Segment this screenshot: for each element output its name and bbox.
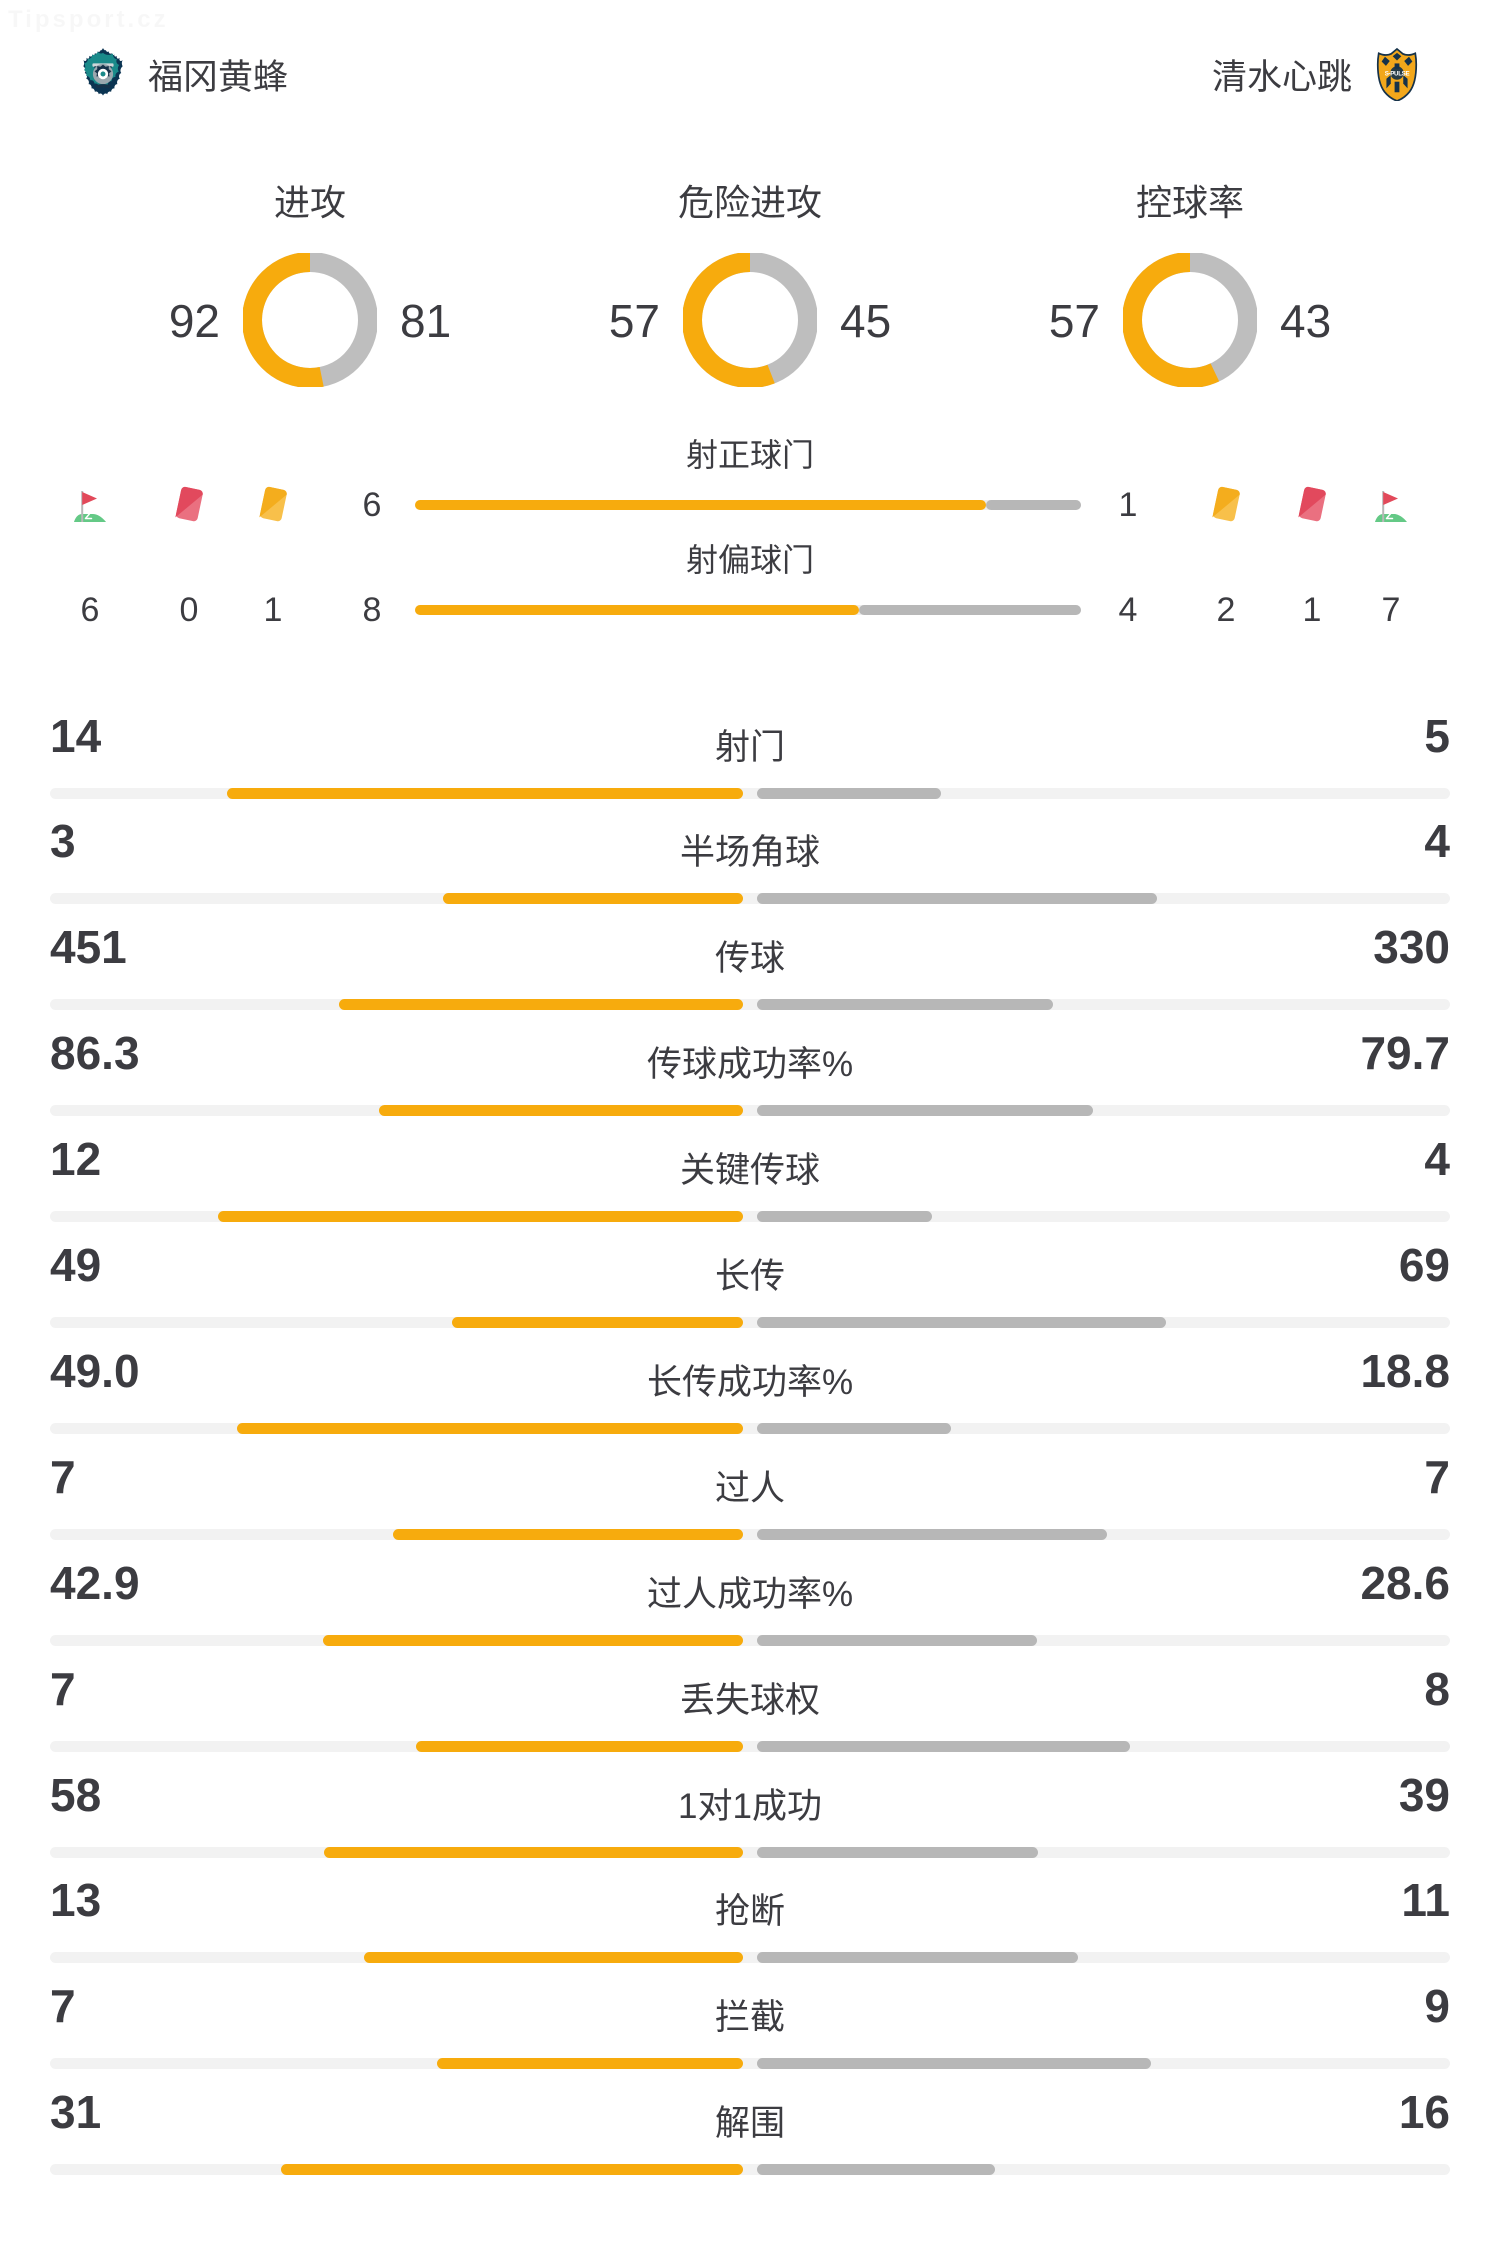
- svg-text:S-PULSE: S-PULSE: [1385, 70, 1410, 77]
